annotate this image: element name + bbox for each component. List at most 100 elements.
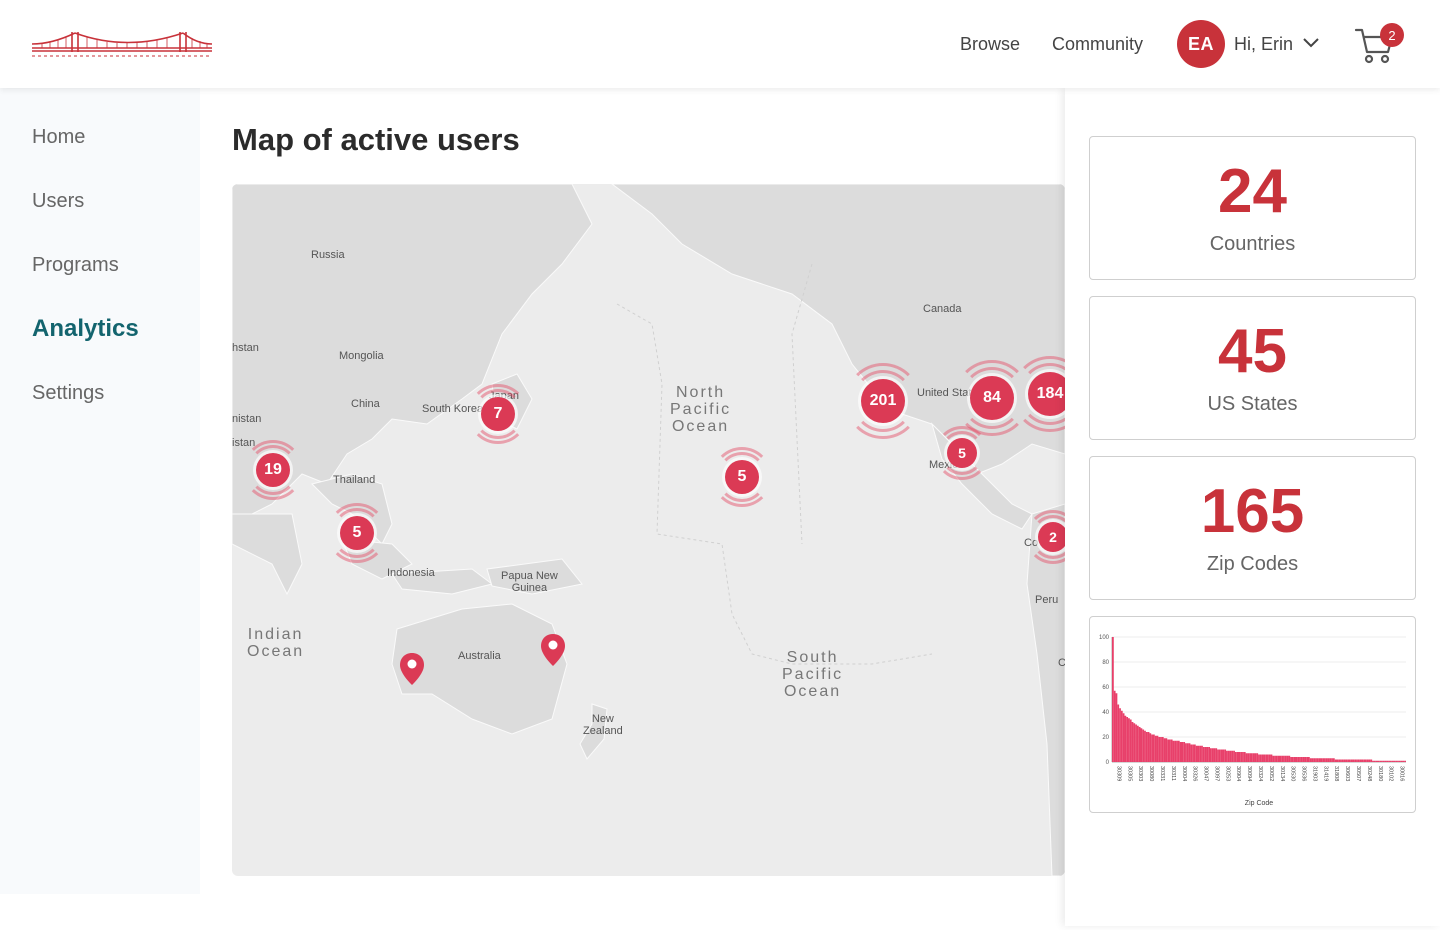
chart-bar	[1144, 730, 1146, 762]
user-avatar[interactable]: EA	[1177, 20, 1225, 68]
chart-x-tick-label: 30326	[1192, 766, 1198, 781]
map-pin-icon[interactable]	[540, 633, 566, 667]
map-pin-icon[interactable]	[399, 652, 425, 686]
sidebar-item-analytics[interactable]: Analytics	[32, 315, 139, 342]
chart-x-tick-label: 31808	[1333, 766, 1339, 781]
chart-bar	[1391, 760, 1394, 762]
chart-y-tick-label: 40	[1102, 710, 1109, 716]
chart-bar	[1179, 742, 1182, 762]
chart-bar	[1299, 757, 1301, 762]
chart-bar	[1306, 757, 1308, 762]
map-label-south-korea: South Korea	[422, 403, 484, 415]
chart-bar	[1245, 753, 1248, 762]
chart-bar	[1377, 760, 1380, 762]
map-label-australia: Australia	[458, 650, 501, 662]
map-cluster-marker[interactable]: 5	[327, 503, 387, 563]
user-greeting[interactable]: Hi, Erin	[1234, 34, 1294, 54]
chart-bar	[1218, 749, 1221, 762]
chart-bar	[1288, 755, 1291, 762]
top-header: Browse Community EA Hi, Erin 2	[0, 0, 1440, 88]
chart-bar	[1395, 760, 1398, 762]
chart-bar	[1195, 745, 1198, 762]
map-cluster-ring	[712, 447, 772, 507]
chart-x-tick-label: 30331	[1159, 766, 1165, 781]
map-cluster-marker[interactable]: 2	[1026, 510, 1065, 564]
map-label-mongolia: Mongolia	[339, 350, 384, 362]
world-map[interactable]: Russia Canada hstan Mongolia China South…	[232, 184, 1065, 876]
map-label-russia: Russia	[311, 249, 345, 261]
chart-x-tick-label: 30311	[1170, 766, 1176, 781]
chart-bar	[1119, 708, 1121, 762]
chart-bar	[1122, 713, 1125, 762]
chart-bar	[1361, 759, 1364, 762]
chart-x-tick-label: 30094	[1246, 766, 1252, 781]
chart-bar	[1117, 704, 1120, 762]
chart-bar	[1279, 755, 1282, 762]
ocean-label-south-pacific: South Pacific Ocean	[782, 649, 844, 700]
chart-bar	[1188, 743, 1191, 762]
map-cluster-count: 5	[340, 516, 374, 550]
map-cluster-marker[interactable]: 84	[954, 360, 1030, 436]
chart-bar	[1386, 760, 1389, 762]
chart-bar	[1322, 758, 1325, 762]
map-cluster-ring	[243, 440, 303, 500]
chart-bar	[1250, 753, 1253, 762]
golden-gate-bridge-logo[interactable]	[32, 30, 212, 58]
stat-label: Zip Codes	[1206, 553, 1299, 575]
chart-bar	[1197, 745, 1200, 762]
chart-bar	[1202, 747, 1205, 762]
map-land-layer	[232, 184, 1065, 876]
sidebar-item-users[interactable]: Users	[32, 190, 85, 212]
chart-bar	[1128, 718, 1130, 762]
map-cluster-marker[interactable]: 5	[935, 426, 989, 480]
chart-bar	[1309, 758, 1312, 762]
map-cluster-marker[interactable]: 201	[845, 363, 921, 439]
chart-bar	[1398, 760, 1401, 762]
page-title: Map of active users	[232, 122, 520, 157]
chart-bar	[1350, 759, 1353, 762]
nav-browse-link[interactable]: Browse	[960, 34, 1021, 54]
map-cluster-marker[interactable]: 19	[243, 440, 303, 500]
chart-bar	[1201, 745, 1203, 762]
chart-bar	[1268, 754, 1271, 762]
chart-bar	[1186, 743, 1189, 762]
chart-bar	[1373, 760, 1376, 762]
chart-bar	[1190, 744, 1193, 762]
chart-bar	[1327, 758, 1330, 762]
sidebar-item-settings[interactable]: Settings	[32, 382, 105, 404]
chart-bar	[1120, 710, 1123, 762]
chart-x-tick-label: 30305	[1126, 766, 1132, 781]
chart-bar	[1181, 742, 1184, 762]
chart-bar	[1400, 760, 1403, 762]
chart-bar	[1304, 757, 1307, 762]
sidebar-item-programs[interactable]: Programs	[32, 254, 119, 276]
chart-x-tick-label: 30507	[1355, 766, 1361, 781]
chart-x-tick-label: 30530	[1290, 766, 1296, 781]
chart-bar	[1331, 758, 1333, 762]
chart-x-tick-label: 30253	[1224, 766, 1230, 781]
chart-bar	[1131, 722, 1134, 762]
chart-x-tick-label: 30904	[1235, 766, 1241, 781]
chart-bar	[1263, 754, 1266, 762]
nav-community-link[interactable]: Community	[1052, 34, 1144, 54]
stat-value: 45	[1218, 317, 1287, 386]
map-cluster-marker[interactable]: 184	[1012, 356, 1065, 432]
chart-bar	[1243, 752, 1246, 762]
stat-value: 165	[1200, 477, 1305, 546]
chart-bar	[1356, 759, 1358, 762]
map-cluster-count: 201	[861, 379, 905, 423]
map-cluster-marker[interactable]: 7	[468, 384, 528, 444]
map-cluster-marker[interactable]: 5	[712, 447, 772, 507]
chart-x-tick-label: 30309	[1115, 766, 1121, 781]
chart-bar	[1113, 690, 1116, 762]
chart-bar	[1261, 754, 1264, 762]
sidebar-item-home[interactable]: Home	[32, 126, 86, 148]
chart-bar	[1227, 750, 1230, 762]
chart-bar	[1258, 754, 1260, 762]
chevron-down-icon[interactable]	[1302, 36, 1320, 50]
map-cluster-ring	[1012, 356, 1065, 432]
chart-bar	[1368, 759, 1371, 762]
chart-bar	[1145, 732, 1148, 762]
chart-bar	[1363, 759, 1366, 762]
chart-bar	[1320, 758, 1323, 762]
